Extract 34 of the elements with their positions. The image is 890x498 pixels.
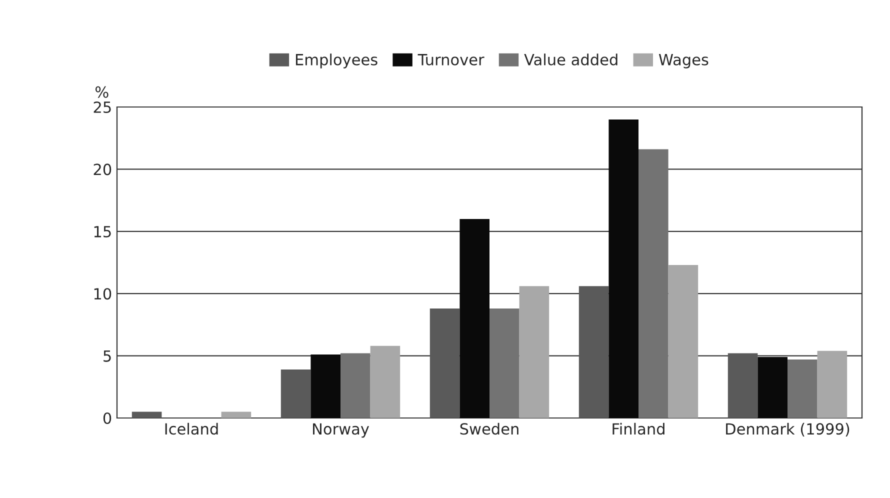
x-tick-label: Finland [612,422,664,435]
y-tick-label: 10 [94,288,112,300]
bar [490,308,520,418]
bar [519,286,550,418]
bar [340,353,370,418]
x-tick-label: Denmark (1999) [726,422,850,436]
y-tick-label: 25 [94,101,111,114]
bar [578,286,609,418]
bar [668,264,698,418]
bar [221,412,252,418]
bar [817,350,848,418]
y-tick-label: 0 [103,412,112,424]
legend-label: Wages [658,54,708,68]
y-tick-label: 20 [94,164,112,176]
legend-label: Turnover [418,54,484,66]
x-tick-label: Norway [313,423,370,438]
bar [638,149,668,418]
bar [132,412,162,418]
y-tick-label: 15 [94,226,111,238]
y-axis-title: % [95,86,108,98]
x-tick-label: Sweden [460,422,518,435]
bar [728,353,758,418]
bar [370,346,400,418]
bar [788,360,818,418]
bar [310,354,340,418]
legend-label: Employees [296,54,378,68]
bar [758,357,788,418]
y-tick-label: 5 [104,350,111,362]
x-tick-label: Iceland [165,422,218,435]
bar [460,218,490,418]
legend-label: Value added [524,54,618,66]
bar [608,119,638,418]
bar [430,308,460,418]
bar [280,369,311,418]
